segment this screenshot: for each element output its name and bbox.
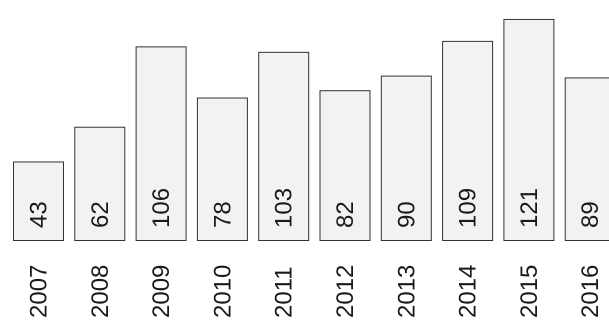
bar-2008 — [74, 126, 126, 241]
x-tick-label-2012: 2012 — [332, 265, 359, 318]
data-label-2012: 82 — [332, 201, 359, 228]
bar-2016 — [564, 77, 609, 241]
data-label-2016: 89 — [577, 201, 604, 228]
x-axis-tick-labels: 2007 2008 2009 2010 2011 2012 2013 2014 2015 2016 — [26, 265, 605, 318]
bar-2009 — [135, 46, 187, 242]
data-label-2011: 103 — [271, 188, 298, 228]
bars-layer — [13, 18, 609, 242]
x-tick-label-2016: 2016 — [577, 265, 604, 318]
x-tick-label-2008: 2008 — [87, 265, 114, 318]
bar-2010 — [196, 97, 248, 241]
x-tick-label-2009: 2009 — [148, 265, 175, 318]
bar-2007 — [13, 161, 64, 241]
data-label-2014: 109 — [455, 188, 482, 228]
data-label-2008: 62 — [87, 201, 114, 228]
bar-2013 — [380, 75, 432, 242]
data-label-2010: 78 — [209, 201, 236, 228]
data-labels-layer: 43 62 106 78 103 82 90 109 121 89 — [26, 188, 605, 228]
data-label-2015: 121 — [516, 188, 543, 228]
x-tick-label-2015: 2015 — [516, 265, 543, 318]
bar-2011 — [258, 51, 310, 242]
data-label-2009: 106 — [148, 188, 175, 228]
x-tick-label-2014: 2014 — [455, 265, 482, 318]
bar-2014 — [442, 40, 494, 241]
x-tick-label-2007: 2007 — [26, 265, 53, 318]
bar-2012 — [319, 90, 371, 241]
x-tick-label-2013: 2013 — [393, 265, 420, 318]
data-label-2007: 43 — [26, 201, 53, 228]
bar-2015 — [503, 18, 555, 241]
x-tick-label-2010: 2010 — [209, 265, 236, 318]
x-tick-label-2011: 2011 — [271, 266, 298, 318]
data-label-2013: 90 — [393, 201, 420, 228]
